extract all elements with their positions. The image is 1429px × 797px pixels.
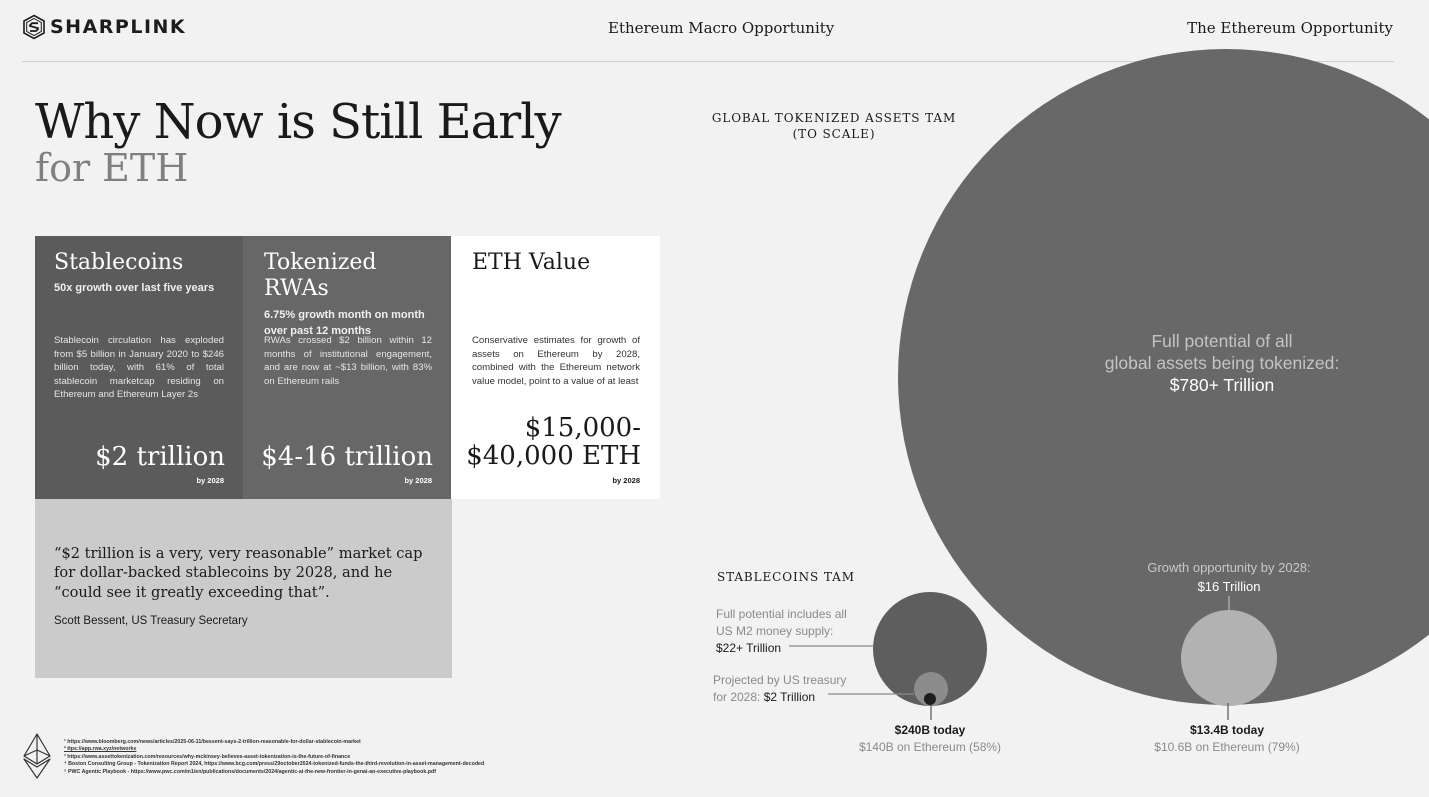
global-assets-circle xyxy=(898,49,1429,705)
card-value-line1: $15,000- xyxy=(524,413,641,444)
m2-potential-label: Full potential includes all US M2 money … xyxy=(716,606,847,657)
card-value-line2: $40,000 ETH xyxy=(466,440,641,471)
footnotes: ¹ https://www.bloomberg.com/news/article… xyxy=(64,739,484,776)
card-value: $15,000- $40,000 ETH xyxy=(466,415,641,470)
footnote-5[interactable]: ⁵ PWC Agentic Playbook - https://www.pwc… xyxy=(64,768,437,775)
header-center-title: Ethereum Macro Opportunity xyxy=(608,19,835,37)
quote-author: Scott Bessent, US Treasury Secretary xyxy=(54,614,248,627)
stablecoins-tam-title: STABLECOINS TAM xyxy=(717,570,855,584)
global-full-potential-value: $780+ Trillion xyxy=(1169,375,1275,396)
page-title: Why Now is Still Early xyxy=(35,94,562,150)
footnote-4[interactable]: ⁴ Boston Consulting Group - Tokenization… xyxy=(64,761,485,768)
header-divider xyxy=(22,61,1394,62)
footnote-1[interactable]: ¹ https://www.bloomberg.com/news/article… xyxy=(64,739,361,745)
card-title: ETH Value xyxy=(472,250,591,275)
stablecoin-m2-circle xyxy=(873,592,987,706)
card-subtitle: 50x growth over last five years xyxy=(54,282,215,295)
card-value: $2 trillion xyxy=(95,441,225,472)
stablecoin-treasury-circle xyxy=(914,672,948,706)
card-body: Stablecoin circulation has exploded from… xyxy=(54,335,224,401)
global-tam-title: GLOBAL TOKENIZED ASSETS TAM (TO SCALE) xyxy=(711,111,957,142)
ethereum-logo-icon xyxy=(22,733,52,784)
rwa-today-circle xyxy=(1181,610,1277,706)
quote-text: “$2 trillion is a very, very reasonable”… xyxy=(54,545,423,601)
header-right-title: The Ethereum Opportunity xyxy=(1187,19,1393,37)
page-subtitle: for ETH xyxy=(35,146,189,190)
brand-name: SHARPLINK xyxy=(50,16,187,38)
card-by-year: by 2028 xyxy=(404,476,432,485)
card-eth-value: ETH Value Conservative estimates for gro… xyxy=(451,236,660,499)
stablecoin-today-dot xyxy=(924,693,936,705)
treasury-projection-label: Projected by US treasury for 2028: $2 Tr… xyxy=(713,673,847,705)
card-body: RWAs crossed $2 billion within 12 months… xyxy=(264,335,432,387)
global-full-potential-label: Full potential of all global assets bein… xyxy=(1080,330,1364,397)
sharplink-hexagon-icon xyxy=(23,14,45,40)
card-by-year: by 2028 xyxy=(612,476,640,485)
card-subtitle: 6.75% growth month on month over past 12… xyxy=(264,308,425,337)
rwa-today-label: $13.4B today $10.6B on Ethereum (79%) xyxy=(1154,723,1300,754)
card-stablecoins: Stablecoins 50x growth over last five ye… xyxy=(35,236,244,499)
card-value: $4-16 trillion xyxy=(261,441,433,472)
stablecoins-today-label: $240B today $140B on Ethereum (58%) xyxy=(858,723,1002,754)
treasury-projection-value: $2 Trillion xyxy=(763,690,816,705)
footnote-2[interactable]: ² ttps://app.rwa.xyz/networks xyxy=(64,746,137,753)
card-title: Stablecoins xyxy=(54,250,184,275)
card-title: Tokenized RWAs xyxy=(264,250,377,302)
growth-opportunity-value: $16 Trillion xyxy=(1197,578,1261,594)
footnote-3[interactable]: ³ https://www.assettokenization.com/reso… xyxy=(64,753,351,760)
card-tokenized-rwas: Tokenized RWAs 6.75% growth month on mon… xyxy=(243,236,452,499)
card-by-year: by 2028 xyxy=(196,476,224,485)
quote-block: “$2 trillion is a very, very reasonable”… xyxy=(35,499,452,678)
growth-opportunity-label: Growth opportunity by 2028: $16 Trillion xyxy=(1110,559,1348,597)
m2-potential-value: $22+ Trillion xyxy=(716,641,782,656)
brand-logo: SHARPLINK xyxy=(22,14,186,40)
card-body: Conservative estimates for growth of ass… xyxy=(472,335,640,387)
